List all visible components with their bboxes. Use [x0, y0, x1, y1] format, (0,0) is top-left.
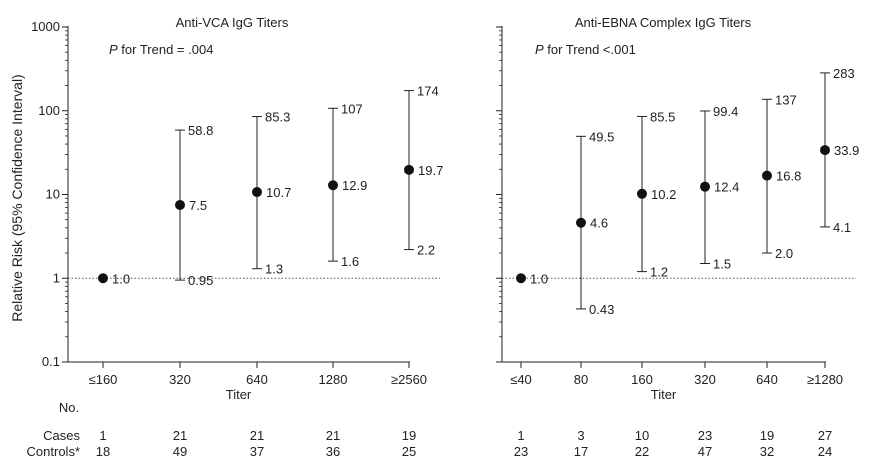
- controls-count: 25: [402, 444, 416, 459]
- x-tick-label: 640: [246, 372, 268, 387]
- controls-count: 37: [250, 444, 264, 459]
- x-tick-label: ≥2560: [391, 372, 427, 387]
- rr-label: 1.0: [530, 271, 548, 286]
- controls-count: 18: [96, 444, 110, 459]
- x-tick-label: ≤160: [89, 372, 118, 387]
- cases-count: 1: [99, 428, 106, 443]
- rr-point: [98, 273, 108, 284]
- chart-panel-1: Anti-VCA IgG Titers P for Trend = .004 0.1…: [31, 15, 443, 459]
- rr-point: [762, 170, 772, 181]
- ci-upper-label: 137: [775, 92, 797, 107]
- ci-upper-label: 107: [341, 101, 363, 116]
- cases-count: 21: [326, 428, 340, 443]
- trend-annotation: P for Trend = .004: [109, 42, 213, 57]
- rr-point: [404, 164, 414, 175]
- x-tick-label: 160: [631, 372, 653, 387]
- cases-count: 10: [635, 428, 649, 443]
- controls-count: 49: [173, 444, 187, 459]
- rr-label: 19.7: [418, 163, 443, 178]
- rr-label: 10.2: [651, 187, 676, 202]
- ci-upper-label: 49.5: [589, 129, 614, 144]
- rr-label: 7.5: [189, 198, 207, 213]
- y-tick-label: 10: [46, 187, 60, 202]
- rr-point: [516, 273, 526, 284]
- controls-count: 17: [574, 444, 588, 459]
- ci-lower-label: 2.0: [775, 246, 793, 261]
- x-tick-label: 80: [574, 372, 588, 387]
- cases-count: 19: [402, 428, 416, 443]
- x-tick-label: 320: [694, 372, 716, 387]
- controls-count: 36: [326, 444, 340, 459]
- x-tick-label: 1280: [319, 372, 348, 387]
- rr-label: 1.0: [112, 271, 130, 286]
- table-header-no: No.: [59, 400, 79, 415]
- y-axis-label: Relative Risk (95% Confidence Interval): [9, 74, 25, 321]
- y-tick-label: 1000: [31, 19, 60, 34]
- rr-point: [637, 188, 647, 199]
- cases-count: 27: [818, 428, 832, 443]
- cases-count: 21: [250, 428, 264, 443]
- trend-annotation: P for Trend <.001: [535, 42, 636, 57]
- ci-lower-label: 0.95: [188, 273, 213, 288]
- cases-count: 3: [577, 428, 584, 443]
- rr-label: 33.9: [834, 143, 859, 158]
- rr-point: [576, 217, 586, 228]
- x-tick-label: ≤40: [510, 372, 532, 387]
- ci-lower-label: 1.3: [265, 262, 283, 277]
- ci-upper-label: 85.3: [265, 110, 290, 125]
- x-axis-label: Titer: [226, 387, 252, 402]
- ci-lower-label: 1.6: [341, 254, 359, 269]
- controls-count: 22: [635, 444, 649, 459]
- cases-count: 23: [698, 428, 712, 443]
- cases-count: 19: [760, 428, 774, 443]
- x-tick-label: 640: [756, 372, 778, 387]
- x-tick-label: ≥1280: [807, 372, 843, 387]
- ci-lower-label: 2.2: [417, 243, 435, 258]
- ci-lower-label: 1.5: [713, 257, 731, 272]
- controls-count: 23: [514, 444, 528, 459]
- ci-upper-label: 283: [833, 66, 855, 81]
- rr-point: [175, 199, 185, 210]
- y-tick-label: 0.1: [42, 354, 60, 369]
- y-tick-label: 1: [53, 270, 60, 285]
- ci-lower-label: 4.1: [833, 220, 851, 235]
- row-label-cases: Cases: [43, 428, 80, 443]
- controls-count: 47: [698, 444, 712, 459]
- rr-point: [328, 180, 338, 191]
- ci-upper-label: 99.4: [713, 104, 738, 119]
- ci-upper-label: 58.8: [188, 123, 213, 138]
- ci-upper-label: 85.5: [650, 109, 675, 124]
- rr-label: 10.7: [266, 185, 291, 200]
- ci-upper-label: 174: [417, 84, 439, 99]
- rr-point: [820, 145, 830, 156]
- cases-count: 21: [173, 428, 187, 443]
- cases-count: 1: [517, 428, 524, 443]
- chart-panel-2: Anti-EBNA Complex IgG Titers P for Trend …: [496, 15, 859, 459]
- x-axis-label: Titer: [651, 387, 677, 402]
- rr-label: 4.6: [590, 216, 608, 231]
- rr-point: [700, 181, 710, 192]
- ci-lower-label: 0.43: [589, 302, 614, 317]
- row-label-controls: Controls*: [27, 444, 80, 459]
- rr-label: 12.9: [342, 178, 367, 193]
- x-tick-label: 320: [169, 372, 191, 387]
- rr-point: [252, 187, 262, 198]
- controls-count: 32: [760, 444, 774, 459]
- ci-lower-label: 1.2: [650, 265, 668, 280]
- chart-title: Anti-VCA IgG Titers: [176, 15, 289, 30]
- y-tick-label: 100: [38, 103, 60, 118]
- chart-title: Anti-EBNA Complex IgG Titers: [575, 15, 752, 30]
- controls-count: 24: [818, 444, 832, 459]
- rr-label: 16.8: [776, 169, 801, 184]
- rr-label: 12.4: [714, 180, 739, 195]
